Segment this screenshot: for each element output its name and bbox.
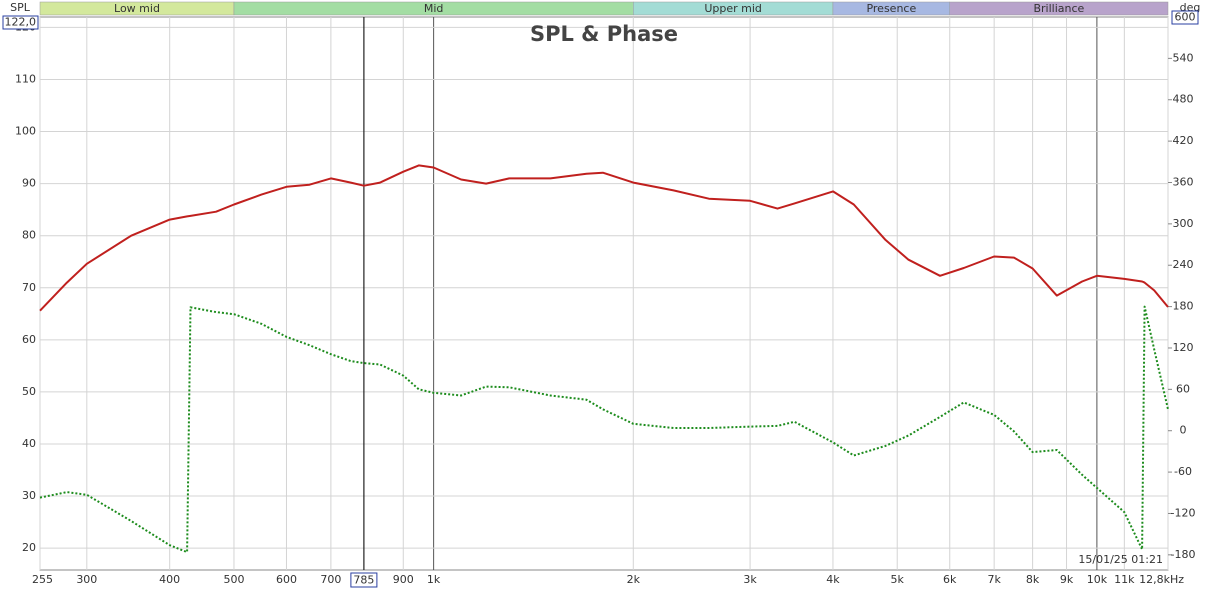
- y2-tick-label: 600: [1175, 11, 1196, 24]
- y2-tick-label: -60: [1174, 465, 1192, 478]
- y-tick-label: 80: [22, 229, 36, 242]
- x-tick-label: 1k: [427, 573, 441, 586]
- y-axis-label: SPL: [10, 1, 31, 14]
- y-tick-label: 30: [22, 489, 36, 502]
- y2-tick-label: 120: [1173, 341, 1194, 354]
- band-label: Presence: [866, 2, 916, 15]
- x-tick-label: 5k: [891, 573, 905, 586]
- y-tick-label: 122,0: [5, 16, 37, 29]
- x-tick-label: 900: [393, 573, 414, 586]
- x-tick-label: 11k: [1114, 573, 1135, 586]
- y2-tick-label: 0: [1180, 424, 1187, 437]
- x-tick-label: 500: [223, 573, 244, 586]
- y2-tick-label: 360: [1173, 175, 1194, 188]
- x-tick-label: 400: [159, 573, 180, 586]
- y-tick-label: 90: [22, 177, 36, 190]
- y2-tick-label: -120: [1171, 506, 1196, 519]
- band-label: Upper mid: [704, 2, 762, 15]
- x-tick-label: 700: [320, 573, 341, 586]
- y-tick-label: 110: [15, 72, 36, 85]
- y2-tick-label: 240: [1173, 258, 1194, 271]
- y2-tick-label: 480: [1173, 93, 1194, 106]
- x-tick-label: 6k: [943, 573, 957, 586]
- x-tick-label: 9k: [1060, 573, 1074, 586]
- y2-tick-label: 180: [1173, 300, 1194, 313]
- y2-tick-label: 420: [1173, 134, 1194, 147]
- x-tick-label: 4k: [826, 573, 840, 586]
- x-tick-label: 3k: [743, 573, 757, 586]
- x-tick-label: 255: [32, 573, 53, 586]
- y-tick-label: 60: [22, 333, 36, 346]
- phase-line: [39, 305, 1169, 554]
- y-tick-label: 70: [22, 281, 36, 294]
- grid: [39, 17, 1169, 570]
- y-tick-label: 20: [22, 541, 36, 554]
- x-tick-label: 12,8kHz: [1139, 573, 1184, 586]
- x-tick-label: 2k: [627, 573, 641, 586]
- timestamp: 15/01/25 01:21: [1078, 553, 1163, 566]
- x-tick-label: 300: [76, 573, 97, 586]
- y2-limit-box: [1171, 10, 1199, 25]
- band-label: Mid: [424, 2, 444, 15]
- y-tick-label: 50: [22, 385, 36, 398]
- x-tick-label: 10k: [1087, 573, 1108, 586]
- y-tick-label: 100: [15, 125, 36, 138]
- y2-tick-label: -180: [1171, 548, 1196, 561]
- y-tick-label: 40: [22, 437, 36, 450]
- cursor-box: [350, 572, 378, 588]
- band-label: Low mid: [114, 2, 160, 15]
- band-label: Brilliance: [1033, 2, 1084, 15]
- x-tick-label: 7k: [987, 573, 1001, 586]
- y2-tick-label: 540: [1173, 51, 1194, 64]
- chart-title: SPL & Phase: [530, 22, 678, 46]
- y2-tick-label: 300: [1173, 217, 1194, 230]
- x-tick-label: 8k: [1026, 573, 1040, 586]
- x-tick-label: 600: [276, 573, 297, 586]
- plot-area: [39, 16, 1169, 571]
- band: [949, 1, 1169, 16]
- y-limit-box: [2, 15, 39, 30]
- y2-tick-label: 60: [1176, 382, 1190, 395]
- cursor-label: 785: [353, 574, 374, 587]
- spl-line: [39, 164, 1169, 312]
